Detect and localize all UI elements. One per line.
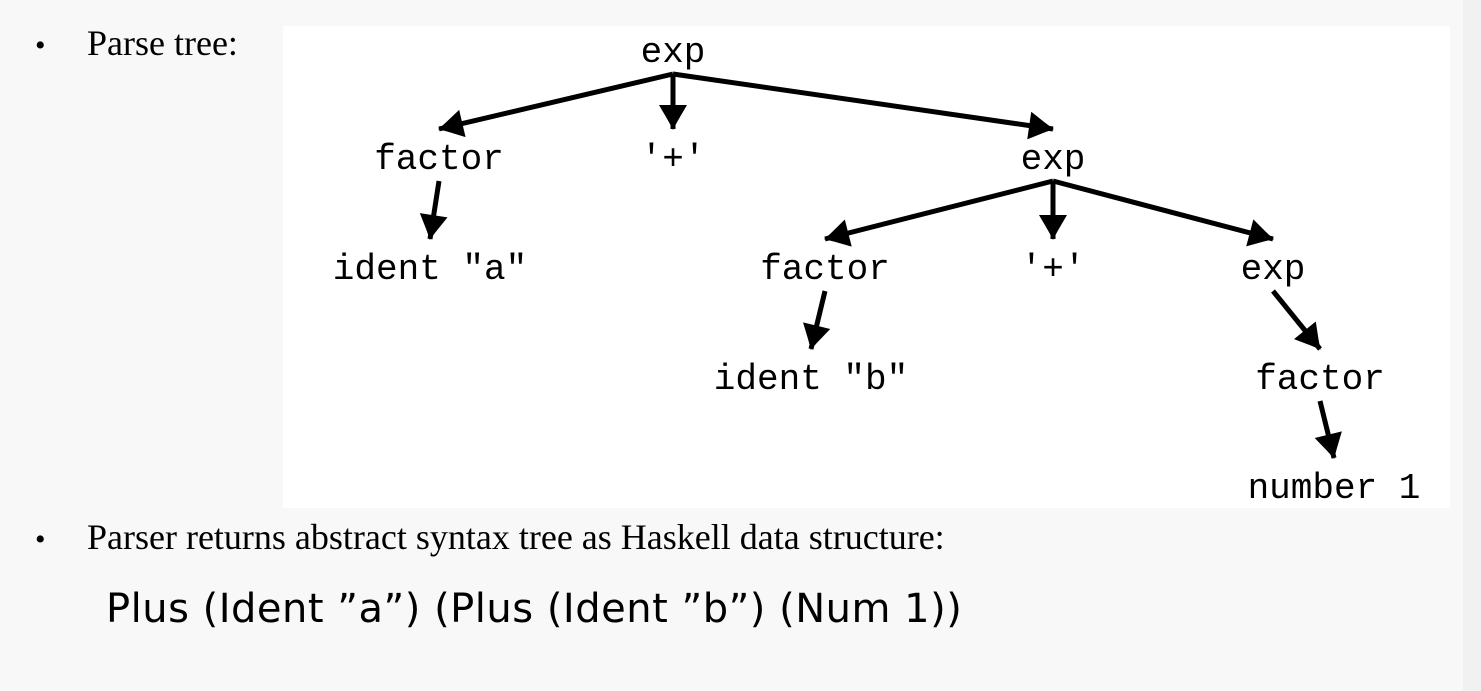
parse-tree-svg: exp factor '+' exp ident "a" factor '+' exp iden… <box>333 32 1421 508</box>
bullet-dot: • <box>35 29 46 62</box>
tree-nodes: exp factor '+' exp ident "a" factor '+' exp iden… <box>333 32 1421 508</box>
parser-returns-text: Parser returns abstract syntax tree as H… <box>87 517 945 557</box>
tree-node-exp-3: exp <box>1241 249 1306 290</box>
tree-edge-exp-2-to-factor-2 <box>824 178 1054 242</box>
arrowhead-exp-2 <box>1027 111 1053 140</box>
tree-node-exp-2: exp <box>1021 139 1086 180</box>
ast-expression: Plus (Ident ”a”) (Plus (Ident ”b”) (Num … <box>106 586 963 632</box>
arrowhead-plus-2 <box>1039 215 1067 239</box>
bullet-parser-returns: • Parser returns abstract syntax tree as… <box>35 516 945 558</box>
arrowhead-exp-3 <box>1246 219 1273 247</box>
tree-node-factor-3: factor <box>1255 359 1385 400</box>
bullet-dot: • <box>35 523 46 556</box>
tree-edges <box>419 71 1342 459</box>
arrowhead-factor-2 <box>825 219 852 247</box>
parse-tree-label: Parse tree: <box>87 23 238 63</box>
parse-tree-diagram: exp factor '+' exp ident "a" factor '+' exp iden… <box>283 26 1450 508</box>
arrowhead-factor-1 <box>439 109 466 138</box>
slide-right-edge <box>1463 0 1481 691</box>
tree-node-factor-2: factor <box>760 249 890 290</box>
arrowhead-number-1 <box>1314 431 1342 458</box>
tree-node-plus-2: '+' <box>1021 249 1086 290</box>
tree-node-ident-a: ident "a" <box>333 249 527 290</box>
tree-node-exp-root: exp <box>641 32 706 73</box>
tree-node-number-1: number 1 <box>1248 468 1421 508</box>
arrowhead-ident-b <box>803 322 831 349</box>
bullet-parse-tree: • Parse tree: <box>35 22 238 64</box>
slide-top-strip <box>0 0 1481 6</box>
arrowhead-ident-a <box>419 213 448 239</box>
tree-edge-exp-root-to-exp-2 <box>672 71 1054 133</box>
arrowhead-plus-1 <box>659 105 687 129</box>
tree-node-factor-1: factor <box>374 139 504 180</box>
tree-node-plus-1: '+' <box>641 139 706 180</box>
arrowhead-factor-3 <box>1294 321 1320 349</box>
tree-node-ident-b: ident "b" <box>714 359 908 400</box>
tree-edge-exp-2-to-exp-3 <box>1052 178 1274 242</box>
tree-edge-exp-root-to-factor-1 <box>438 71 674 132</box>
